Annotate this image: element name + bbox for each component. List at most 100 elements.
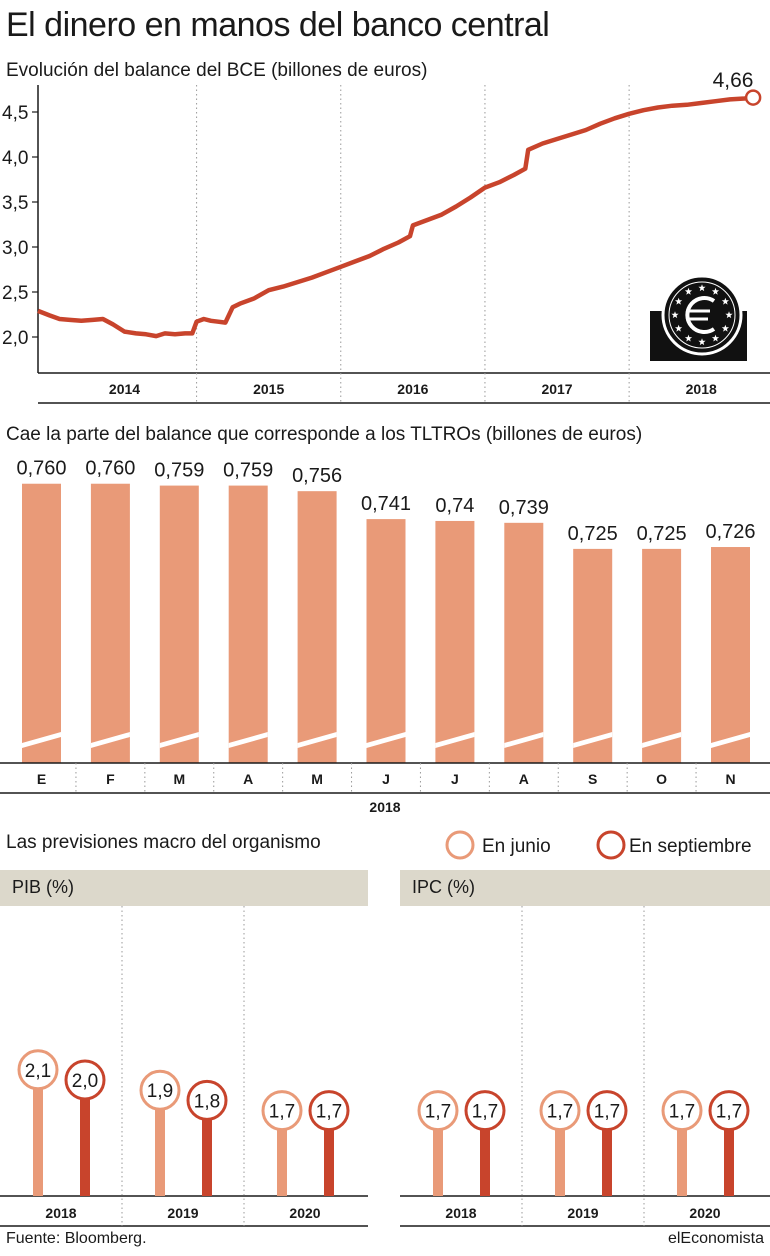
tltro-bar: [504, 522, 544, 763]
legend-june-swatch: [445, 830, 475, 860]
tltro-bar-value-label: 0,759: [154, 460, 204, 482]
pib-marker: [17, 1049, 59, 1091]
forecasts-legend: En junio En septiembre: [445, 830, 752, 860]
source-note: Fuente: Bloomberg.: [6, 1230, 147, 1247]
tltro-bar-break: [504, 732, 544, 748]
balance-x-tick-label: 2015: [253, 381, 284, 397]
ipc-value-label: 1,7: [669, 1102, 695, 1123]
pib-stem: [202, 1100, 212, 1196]
euro-star: [711, 287, 720, 295]
brand-logo: elEconomista: [667, 1230, 764, 1247]
balance-end-label: 4,66: [713, 69, 754, 92]
pib-year-label: 2019: [167, 1205, 198, 1221]
ipc-marker: [417, 1090, 459, 1132]
tltro-bar: [366, 519, 406, 763]
balance-y-tick-label: 2,0: [2, 328, 28, 349]
tltro-bar-break: [366, 732, 406, 748]
ipc-stem: [480, 1110, 490, 1196]
tltro-bar-value-label: 0,726: [705, 521, 755, 543]
legend-sept-swatch: [596, 830, 626, 860]
balance-line-chart: 2,02,53,03,54,04,5 2014 2015 2016 2017 2018 …: [2, 69, 770, 404]
pib-marker: [308, 1090, 350, 1132]
tltro-month-label: J: [382, 771, 390, 787]
tltro-month-label: A: [519, 771, 529, 787]
forecasts-lollipop-charts: 2018 2,1 2,0 2019 1,9 1,8 2020 1,7 1,7 2018 1,7 1,7…: [0, 906, 770, 1227]
ipc-marker: [464, 1090, 506, 1132]
euro-star: [698, 338, 706, 346]
tltro-bar-break: [22, 732, 61, 748]
tltro-month-label: S: [588, 771, 597, 787]
pib-stem: [80, 1080, 90, 1196]
tltro-month-label: M: [311, 771, 323, 787]
ipc-label: IPC (%): [412, 877, 475, 897]
balance-series-line: [37, 95, 754, 339]
ipc-value-label: 1,7: [547, 1102, 573, 1123]
euro-star: [684, 334, 693, 342]
pib-year-label: 2018: [45, 1205, 76, 1221]
balance-y-tick-label: 3,0: [2, 238, 28, 259]
pib-value-label: 1,7: [269, 1102, 295, 1123]
pib-value-label: 1,9: [147, 1081, 173, 1102]
ipc-marker: [661, 1090, 703, 1132]
tltro-bar-value-label: 0,741: [361, 493, 411, 515]
tltro-bar: [642, 548, 682, 763]
ipc-year-label: 2020: [689, 1205, 720, 1221]
tltro-month-label: M: [173, 771, 185, 787]
euro-star: [675, 297, 683, 305]
tltro-bar-value-label: 0,725: [568, 523, 618, 545]
balance-chart-subtitle: Evolución del balance del BCE (billones …: [6, 60, 428, 81]
balance-x-tick-label: 2014: [109, 381, 140, 397]
pib-marker: [64, 1059, 106, 1101]
tltro-bar-break: [642, 732, 682, 748]
euro-star: [711, 334, 720, 342]
tltro-bar-chart: 0,760 0,760 0,759 0,759 0,756 0,741 0,74 0,739 0…: [0, 458, 770, 815]
tltro-month-label: E: [37, 771, 46, 787]
balance-y-tick-label: 4,0: [2, 148, 28, 169]
euro-star: [675, 324, 683, 332]
ipc-value-label: 1,7: [716, 1102, 742, 1123]
balance-grid: [37, 85, 770, 404]
tltro-bar: [435, 520, 475, 763]
ipc-stem: [724, 1110, 734, 1196]
tltro-month-label: J: [451, 771, 459, 787]
ipc-stem: [602, 1110, 612, 1196]
balance-y-tick-label: 3,5: [2, 193, 28, 214]
ipc-band: IPC (%): [400, 870, 770, 906]
pib-marker: [139, 1069, 181, 1111]
tltro-bars: 0,760 0,760 0,759 0,759 0,756 0,741 0,74 0,739 0…: [16, 458, 756, 763]
euro-star: [721, 324, 729, 332]
pib-band: PIB (%): [0, 870, 368, 906]
tltro-bar: [297, 491, 337, 763]
tltro-bar: [90, 483, 130, 763]
tltro-bar-break: [435, 732, 475, 748]
balance-x-tick-label: 2017: [541, 381, 572, 397]
tltro-bar-break: [297, 732, 337, 748]
forecasts-title: Las previsiones macro del organismo: [6, 832, 321, 853]
tltro-bar-break: [711, 732, 750, 748]
balance-end-marker: [744, 89, 762, 106]
ipc-marker: [539, 1090, 581, 1132]
tltro-bar-value-label: 0,756: [292, 465, 342, 487]
pib-value-label: 2,1: [25, 1061, 51, 1082]
pib-value-label: 2,0: [72, 1071, 98, 1092]
ipc-marker: [708, 1090, 750, 1132]
pib-stem: [324, 1110, 334, 1196]
tltro-bar-break: [90, 732, 130, 748]
tltro-bar-value-label: 0,760: [16, 458, 66, 480]
tltro-bar: [228, 485, 268, 763]
ipc-value-label: 1,7: [472, 1102, 498, 1123]
euro-star: [725, 311, 733, 319]
balance-x-tick-label: 2018: [686, 381, 717, 397]
tltro-bar-value-label: 0,760: [85, 458, 135, 480]
euro-coin-icon: [650, 274, 747, 361]
tltro-bar: [573, 548, 613, 763]
balance-y-tick-label: 2,5: [2, 283, 28, 304]
ipc-year-label: 2018: [445, 1205, 476, 1221]
page-title: El dinero en manos del banco central: [6, 6, 550, 44]
tltro-bar-value-label: 0,74: [435, 495, 474, 517]
tltro-month-label: N: [725, 771, 735, 787]
pib-value-label: 1,8: [194, 1091, 220, 1112]
legend-june-label: En junio: [482, 836, 551, 857]
euro-star: [721, 297, 729, 305]
